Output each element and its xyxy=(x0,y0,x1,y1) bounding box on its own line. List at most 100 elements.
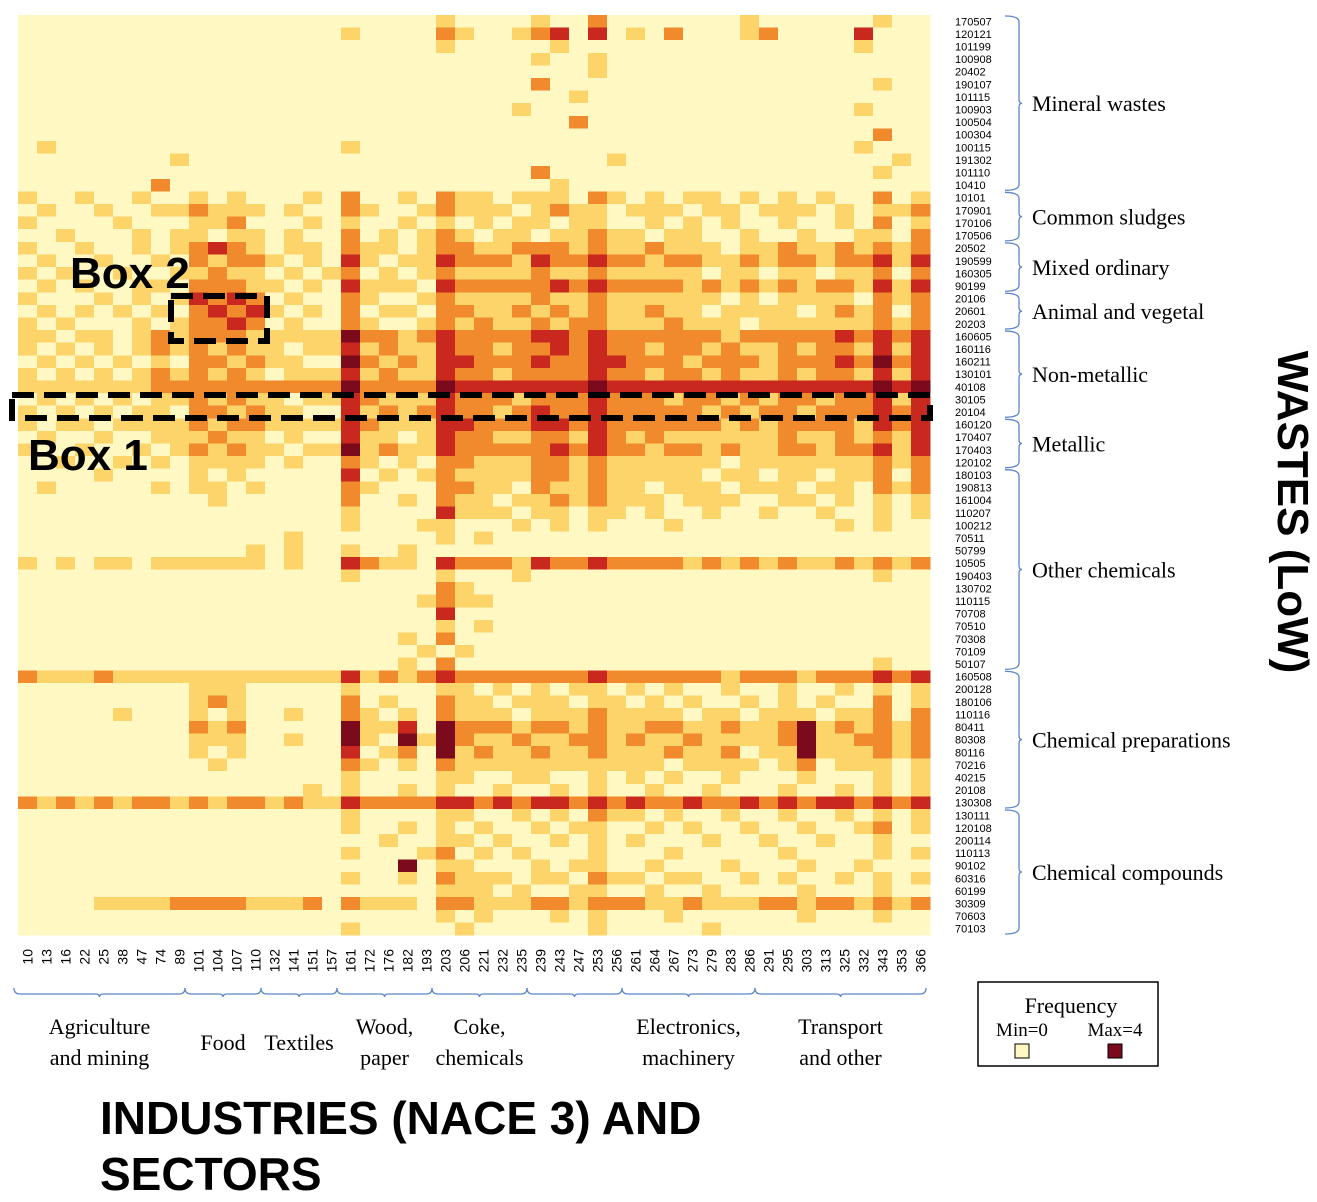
heatmap-cell xyxy=(569,128,589,142)
heatmap-cell xyxy=(474,796,494,810)
heatmap-cell xyxy=(151,204,171,217)
heatmap-cell xyxy=(113,745,133,759)
heatmap-cell xyxy=(835,216,855,230)
heatmap-cell xyxy=(816,846,836,860)
heatmap-cell xyxy=(740,380,760,394)
x-tick-label: 203 xyxy=(438,949,454,973)
heatmap-cell xyxy=(37,582,57,596)
heatmap-cell xyxy=(797,204,817,217)
heatmap-cell xyxy=(531,456,551,469)
heatmap-cell xyxy=(227,871,247,885)
heatmap-cell xyxy=(379,808,399,822)
heatmap-cell xyxy=(417,15,437,28)
heatmap-cell xyxy=(664,796,684,810)
heatmap-cell xyxy=(474,128,494,142)
heatmap-cell xyxy=(664,733,684,747)
heatmap-cell xyxy=(379,884,399,898)
heatmap-cell xyxy=(797,229,817,243)
heatmap-cell xyxy=(303,783,323,797)
heatmap-cell xyxy=(512,682,532,696)
heatmap-cell xyxy=(455,141,475,154)
heatmap-cell xyxy=(797,330,817,343)
heatmap-cell xyxy=(607,771,627,785)
heatmap-cell xyxy=(892,304,912,318)
heatmap-cell xyxy=(626,90,646,104)
heatmap-cell xyxy=(379,645,399,659)
heatmap-cell xyxy=(797,430,817,444)
heatmap-cell xyxy=(493,418,513,432)
y-tick-label: 200128 xyxy=(955,684,992,696)
heatmap-cell xyxy=(265,897,285,911)
heatmap-cell xyxy=(18,443,38,457)
heatmap-cell xyxy=(37,708,57,722)
heatmap-cell xyxy=(18,871,38,885)
heatmap-cell xyxy=(151,670,171,684)
heatmap-cell xyxy=(56,128,76,142)
heatmap-cell xyxy=(702,115,722,129)
heatmap-cell xyxy=(911,304,931,318)
heatmap-cell xyxy=(132,191,152,205)
heatmap-cell xyxy=(455,418,475,432)
heatmap-cell xyxy=(398,418,418,432)
heatmap-cell xyxy=(759,859,779,873)
heatmap-cell xyxy=(379,531,399,545)
heatmap-cell xyxy=(360,871,380,885)
heatmap-cell xyxy=(835,367,855,381)
heatmap-cell xyxy=(531,544,551,558)
heatmap-cell xyxy=(303,708,323,722)
heatmap-cell xyxy=(151,834,171,848)
heatmap-cell xyxy=(379,40,399,54)
heatmap-cell xyxy=(645,27,665,41)
heatmap-cell xyxy=(132,15,152,28)
heatmap-cell xyxy=(360,897,380,911)
heatmap-cell xyxy=(398,52,418,66)
heatmap-cell xyxy=(683,191,703,205)
heatmap-cell xyxy=(569,582,589,596)
heatmap-cell xyxy=(873,141,893,154)
heatmap-cell xyxy=(75,204,95,217)
heatmap-cell xyxy=(189,443,209,457)
heatmap-cell xyxy=(550,859,570,873)
heatmap-cell xyxy=(246,456,266,469)
heatmap-cell xyxy=(417,241,437,255)
heatmap-cell xyxy=(170,481,190,495)
heatmap-cell xyxy=(398,884,418,898)
heatmap-cell xyxy=(341,216,361,230)
heatmap-cell xyxy=(531,367,551,381)
heatmap-cell xyxy=(569,178,589,192)
heatmap-cell xyxy=(246,279,266,293)
x-tick-label: 16 xyxy=(58,949,74,965)
heatmap-cell xyxy=(170,128,190,142)
heatmap-cell xyxy=(702,90,722,104)
heatmap-cell xyxy=(645,745,665,759)
heatmap-cell xyxy=(550,153,570,167)
x-tick-label: 273 xyxy=(685,949,701,973)
heatmap-cell xyxy=(75,380,95,394)
heatmap-cell xyxy=(151,695,171,709)
heatmap-cell xyxy=(626,330,646,343)
y-tick-label: 170506 xyxy=(955,231,992,243)
heatmap-cell xyxy=(512,40,532,54)
heatmap-cell xyxy=(911,506,931,520)
heatmap-cell xyxy=(37,40,57,54)
heatmap-cell xyxy=(626,531,646,545)
heatmap-cell xyxy=(740,556,760,570)
heatmap-cell xyxy=(873,128,893,142)
heatmap-cell xyxy=(18,78,38,91)
heatmap-cell xyxy=(56,859,76,873)
heatmap-cell xyxy=(512,204,532,217)
heatmap-cell xyxy=(246,27,266,41)
heatmap-cell xyxy=(208,607,228,621)
heatmap-cell xyxy=(569,342,589,356)
heatmap-cell xyxy=(721,267,741,280)
heatmap-cell xyxy=(94,506,114,520)
heatmap-cell xyxy=(664,670,684,684)
heatmap-cell xyxy=(740,708,760,722)
heatmap-cell xyxy=(531,330,551,343)
heatmap-cell xyxy=(265,380,285,394)
heatmap-cell xyxy=(835,481,855,495)
heatmap-cell xyxy=(189,821,209,835)
y-tick-label: 100908 xyxy=(955,54,992,66)
heatmap-cell xyxy=(607,897,627,911)
